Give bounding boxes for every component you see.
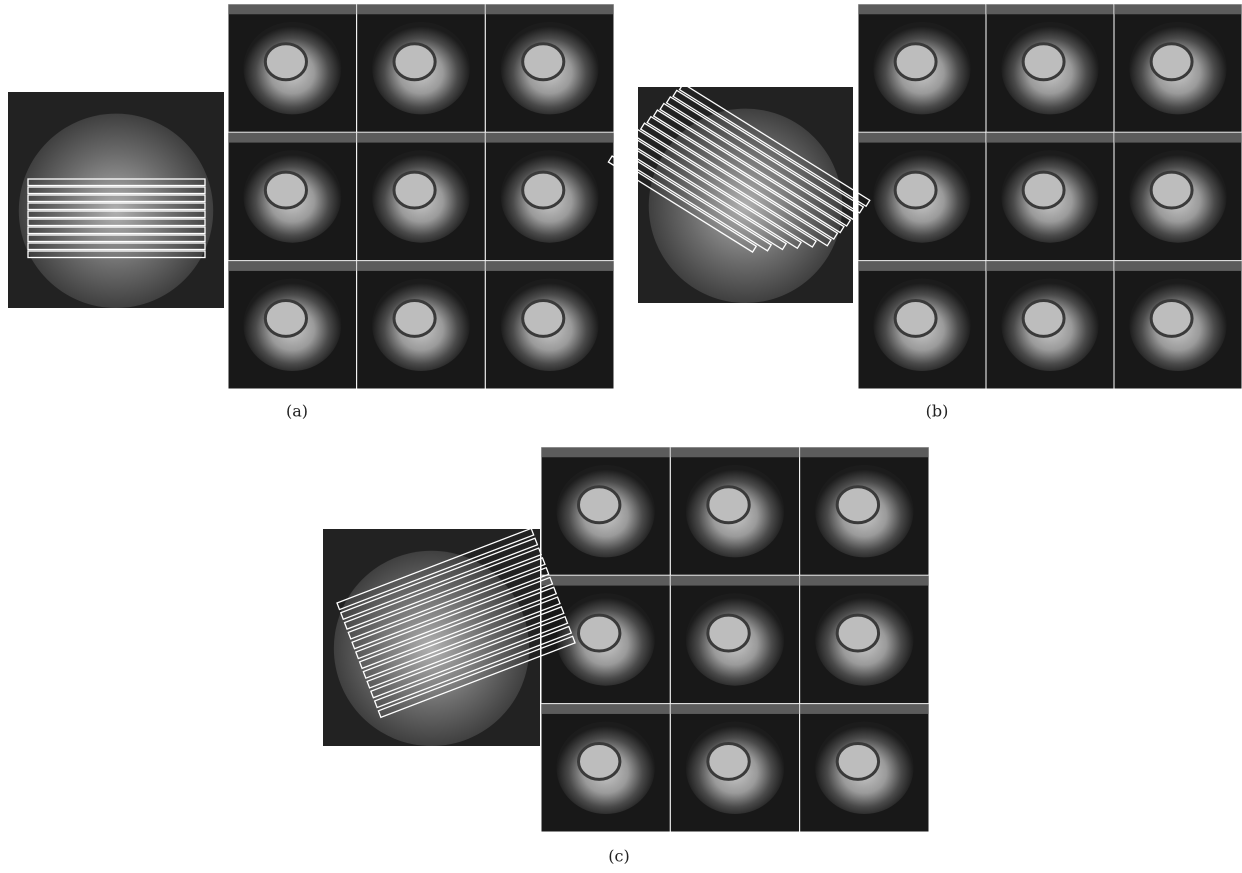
chest-wall [541, 447, 670, 457]
chest-wall [986, 261, 1114, 271]
chamber [523, 172, 564, 208]
panel-label: (a) [286, 402, 308, 421]
chamber [837, 615, 878, 651]
figure: (a) (b) (c) [0, 0, 1242, 873]
chest-wall [800, 447, 929, 457]
chamber [265, 300, 306, 336]
chest-wall [228, 132, 357, 142]
panel-label: (c) [608, 847, 629, 866]
chamber [1151, 172, 1192, 208]
chamber [708, 487, 749, 523]
chamber [1151, 44, 1192, 80]
chamber [394, 44, 435, 80]
chest-wall [357, 261, 486, 271]
chest-wall [800, 575, 929, 585]
chamber [579, 615, 620, 651]
chamber [1023, 300, 1064, 336]
chamber [708, 615, 749, 651]
chest-wall [670, 575, 799, 585]
chest-wall [541, 575, 670, 585]
chest-wall [986, 132, 1114, 142]
chamber [895, 172, 936, 208]
chest-wall [858, 4, 986, 14]
chamber [579, 743, 620, 779]
chamber [837, 487, 878, 523]
chest-wall [541, 704, 670, 714]
chamber [523, 300, 564, 336]
chest-wall [357, 132, 486, 142]
chamber [1023, 44, 1064, 80]
chest-wall [357, 4, 486, 14]
chest-wall [485, 4, 614, 14]
chamber [394, 172, 435, 208]
image-layer [8, 4, 1242, 832]
chest-wall [670, 447, 799, 457]
chamber [895, 300, 936, 336]
chest-wall [986, 4, 1114, 14]
page: (a) (b) (c) (() => { const data = JSON.p… [0, 0, 1242, 873]
chamber [265, 172, 306, 208]
chest-wall [1114, 132, 1242, 142]
scout-body [334, 551, 529, 746]
chest-wall [858, 261, 986, 271]
chamber [579, 487, 620, 523]
chest-wall [485, 132, 614, 142]
chest-wall [485, 261, 614, 271]
chest-wall [1114, 261, 1242, 271]
chest-wall [228, 4, 357, 14]
chamber [523, 44, 564, 80]
chamber [1023, 172, 1064, 208]
chamber [1151, 300, 1192, 336]
chest-wall [1114, 4, 1242, 14]
chamber [394, 300, 435, 336]
chamber [895, 44, 936, 80]
chamber [265, 44, 306, 80]
chest-wall [670, 704, 799, 714]
panel-label: (b) [926, 402, 949, 421]
chamber [837, 743, 878, 779]
chest-wall [800, 704, 929, 714]
chest-wall [228, 261, 357, 271]
chest-wall [858, 132, 986, 142]
chamber [708, 743, 749, 779]
